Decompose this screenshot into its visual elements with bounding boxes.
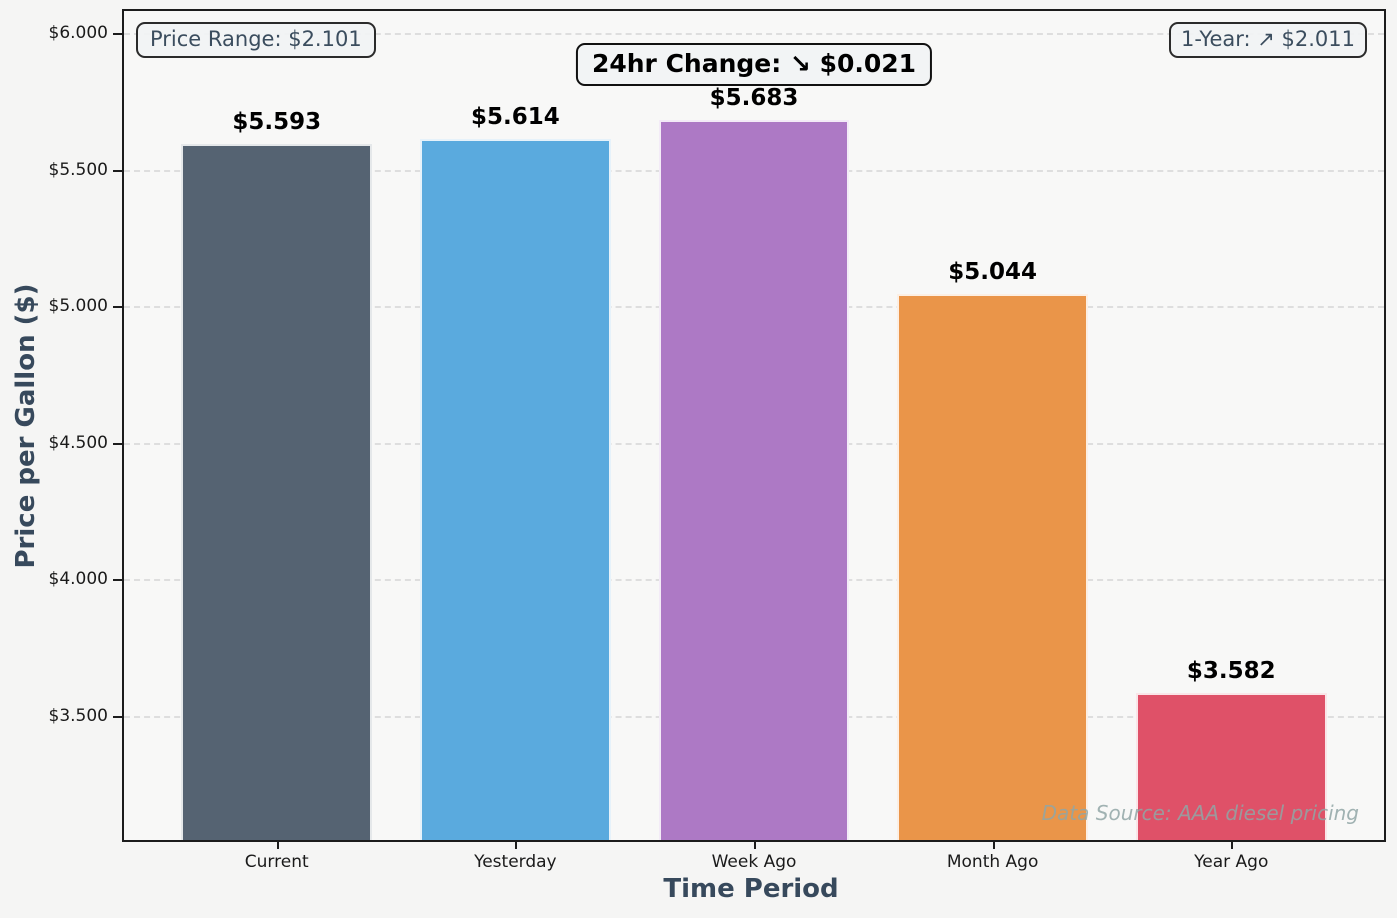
x-axis-title: Time Period [663,874,839,904]
x-tick-label: Year Ago [1194,852,1269,872]
x-tick-label: Week Ago [711,852,797,872]
x-tick-mark [515,840,518,849]
bar-year-ago [1135,693,1327,840]
bar-current [181,144,373,840]
x-tick-label: Yesterday [474,852,557,872]
y-tick-label: $4.000 [48,569,108,590]
y-tick-mark [113,442,122,445]
y-tick-label: $4.500 [48,432,108,453]
x-tick-mark [1231,840,1234,849]
price-range-annotation: Price Range: $2.101 [136,22,376,58]
bar-value-label: $5.683 [709,84,799,111]
y-tick-label: $5.500 [48,159,108,180]
plot-area: Price Range: $2.101 24hr Change: ↘ $0.02… [49,9,1386,872]
x-tick-label: Current [244,852,309,872]
bar-week-ago [658,119,850,840]
y-tick-mark [113,33,122,36]
y-tick-label: $5.000 [48,296,108,317]
y-axis-title: Price per Gallon ($) [11,283,41,569]
bar-yesterday [419,138,611,840]
y-tick-label: $6.000 [48,23,108,44]
bar-value-label: $5.044 [948,259,1038,286]
x-tick-mark [276,840,279,849]
x-tick-mark [754,840,756,849]
y-tick-mark [113,715,122,718]
data-source-note: Data Source: AAA diesel pricing [1041,801,1359,825]
y-tick-label: $3.500 [48,705,108,726]
y-tick-mark [113,169,122,172]
y-tick-mark [113,579,122,582]
bar-value-label: $5.593 [232,109,322,136]
x-tick-label: Month Ago [946,852,1039,872]
gridline [124,33,1384,36]
bar-value-label: $3.582 [1186,658,1276,685]
one-year-annotation: 1-Year: ↗ $2.011 [1168,22,1367,58]
bar-value-label: $5.614 [470,103,560,130]
x-tick-mark [992,840,995,849]
bar-month-ago [897,294,1089,840]
24hr-change-annotation: 24hr Change: ↘ $0.021 [575,43,933,86]
y-tick-mark [113,306,122,309]
